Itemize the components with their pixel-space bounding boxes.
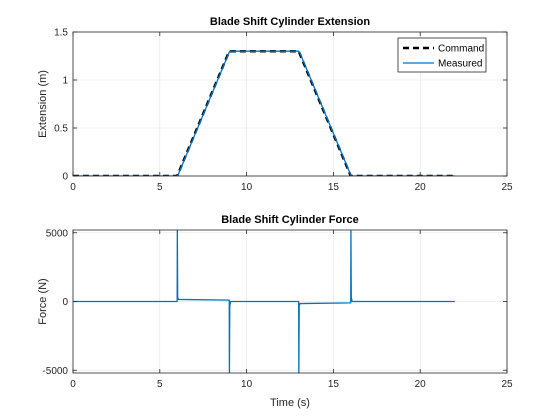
legend-label-measured: Measured [438, 59, 482, 70]
y-tick-label: 0 [62, 297, 68, 308]
y-tick-label: 1 [62, 76, 68, 87]
x-tick-label: 5 [157, 379, 163, 390]
y-tick-label: 0.5 [54, 124, 68, 135]
y-tick-label: 1.5 [54, 28, 68, 39]
x-tick-label: 5 [157, 182, 163, 193]
x-tick-label: 0 [70, 379, 76, 390]
x-tick-label: 10 [241, 182, 253, 193]
series-measured [73, 50, 455, 176]
y-tick-label: 5000 [46, 228, 69, 239]
series-group [73, 230, 455, 373]
extension-chart: 0 5 10 15 20 25 0 0.5 1 1.5 Blade Shift Cylinder E… [37, 16, 513, 193]
chart-title: Blade Shift Cylinder Force [221, 214, 359, 226]
y-axis-label: Force (N) [37, 278, 49, 324]
x-tick-label: 25 [501, 379, 513, 390]
x-tick-label: 0 [70, 182, 76, 193]
y-axis-label: Extension (m) [37, 70, 49, 138]
series-group [73, 49, 455, 176]
x-tick-label: 20 [415, 379, 427, 390]
y-tick-label: 0 [62, 172, 68, 183]
y-tick-label: -5000 [42, 366, 68, 377]
x-tick-label: 15 [328, 379, 340, 390]
series-force [73, 230, 455, 373]
legend: Command Measured [397, 37, 487, 73]
x-tick-label: 10 [241, 379, 253, 390]
chart-title: Blade Shift Cylinder Extension [210, 16, 370, 28]
legend-box [397, 37, 487, 73]
axes-box [72, 31, 508, 177]
x-tick-label: 25 [501, 182, 513, 193]
x-tick-label: 20 [415, 182, 427, 193]
legend-label-command: Command [438, 44, 484, 55]
x-axis-label: Time (s) [270, 397, 310, 409]
x-tick-label: 15 [328, 182, 340, 193]
